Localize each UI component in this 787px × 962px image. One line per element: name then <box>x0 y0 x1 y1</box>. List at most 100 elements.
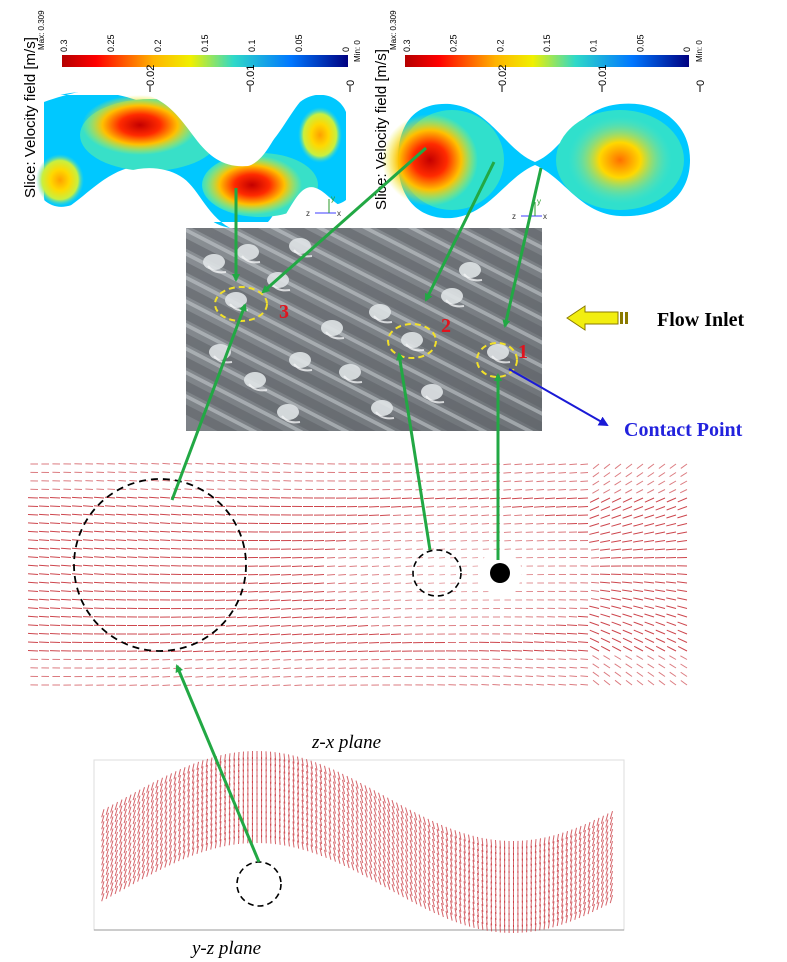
yz-vector <box>600 821 604 830</box>
yz-vector <box>409 815 413 825</box>
yz-vector <box>364 869 368 878</box>
yz-vector <box>219 827 222 836</box>
yz-vector <box>396 820 400 829</box>
yz-vector <box>333 817 336 826</box>
yz-vector <box>445 874 449 883</box>
zx-vector <box>622 637 633 643</box>
yz-vector <box>110 828 114 837</box>
zx-vector <box>569 658 578 660</box>
yz-vector <box>569 847 573 856</box>
zx-vector <box>600 597 611 601</box>
zx-vector <box>544 506 556 508</box>
yz-vector <box>539 904 541 913</box>
zx-vector <box>228 676 237 678</box>
yz-vector <box>119 817 123 826</box>
zx-vector <box>239 479 248 482</box>
yz-vector <box>463 845 466 854</box>
yz-vector <box>324 843 327 852</box>
yz-vector <box>351 862 355 871</box>
yz-vector <box>306 843 309 852</box>
yz-vector <box>164 775 168 784</box>
yz-vector <box>587 869 591 879</box>
yz-vector <box>587 851 591 861</box>
yz-vector <box>182 839 186 848</box>
yz-vector <box>105 872 109 882</box>
yz-vector <box>310 778 313 787</box>
yz-vector <box>578 891 582 901</box>
yz-vector <box>605 879 609 888</box>
yz-vector <box>369 829 373 838</box>
yz-vector <box>463 857 466 866</box>
yz-vector <box>468 912 471 921</box>
photo-droplet-tail <box>248 383 268 392</box>
yz-vector <box>224 754 226 763</box>
yz-vector <box>288 820 290 829</box>
yz-vector <box>382 855 386 864</box>
zx-vector <box>470 514 479 517</box>
zx-vector <box>669 680 677 686</box>
yz-vector <box>583 859 586 869</box>
yz-vector <box>137 861 141 870</box>
zx-vector <box>225 496 237 499</box>
yz-vector <box>547 902 550 911</box>
zx-vector <box>82 556 94 558</box>
zx-vector <box>514 514 523 517</box>
zx-vector <box>503 472 512 474</box>
yz-vector <box>547 848 550 857</box>
yz-vector <box>400 858 404 868</box>
zx-vector <box>394 591 402 593</box>
zx-vector <box>644 581 655 584</box>
yz-vector <box>182 815 186 824</box>
yz-vector <box>539 862 541 871</box>
yz-vector <box>539 850 541 859</box>
zx-vector <box>680 663 688 669</box>
yz-vector <box>569 883 573 892</box>
zx-vector <box>291 650 303 653</box>
yz-vector <box>441 842 444 852</box>
yz-vector <box>319 811 323 821</box>
yz-vector <box>310 826 313 835</box>
yz-vector <box>141 793 145 802</box>
zx-vector <box>600 605 611 609</box>
zx-vector <box>611 629 622 635</box>
yz-vector <box>423 816 427 825</box>
zx-vector <box>644 597 655 601</box>
zx-vector <box>404 531 413 534</box>
yz-vector <box>486 868 488 877</box>
yz-vector <box>574 827 577 836</box>
yz-vector <box>164 817 168 826</box>
photo-droplet-tail <box>373 315 393 324</box>
yz-vector <box>283 777 286 786</box>
zx-vector <box>511 506 523 508</box>
zx-vector <box>148 513 160 516</box>
yz-vector <box>155 803 159 813</box>
yz-vector <box>324 819 327 828</box>
zx-vector <box>589 497 600 503</box>
zx-vector <box>302 616 314 619</box>
yz-vector <box>146 850 150 859</box>
zx-vector <box>382 599 391 602</box>
yz-vector <box>543 849 546 858</box>
yz-vector <box>328 785 332 794</box>
zx-vector <box>382 616 391 619</box>
zx-vector <box>589 514 600 519</box>
yz-vector <box>463 839 466 848</box>
yz-vector <box>182 791 186 800</box>
zx-vector <box>104 547 116 550</box>
yz-vector <box>155 863 159 873</box>
yz-vector <box>333 793 336 802</box>
zx-vector <box>625 489 633 494</box>
yz-vector <box>539 922 541 931</box>
zx-vector <box>382 540 391 542</box>
zx-vector <box>203 505 215 507</box>
photo-droplet-tail <box>281 415 301 424</box>
yz-vector <box>364 851 368 860</box>
zx-vector <box>137 530 149 533</box>
yz-vector <box>114 867 118 877</box>
yz-vector <box>319 823 323 833</box>
zx-vector <box>27 513 39 516</box>
yz-vector <box>574 875 577 884</box>
yz-vector <box>306 795 309 804</box>
zx-vector <box>600 540 611 543</box>
zx-vector <box>677 506 688 511</box>
